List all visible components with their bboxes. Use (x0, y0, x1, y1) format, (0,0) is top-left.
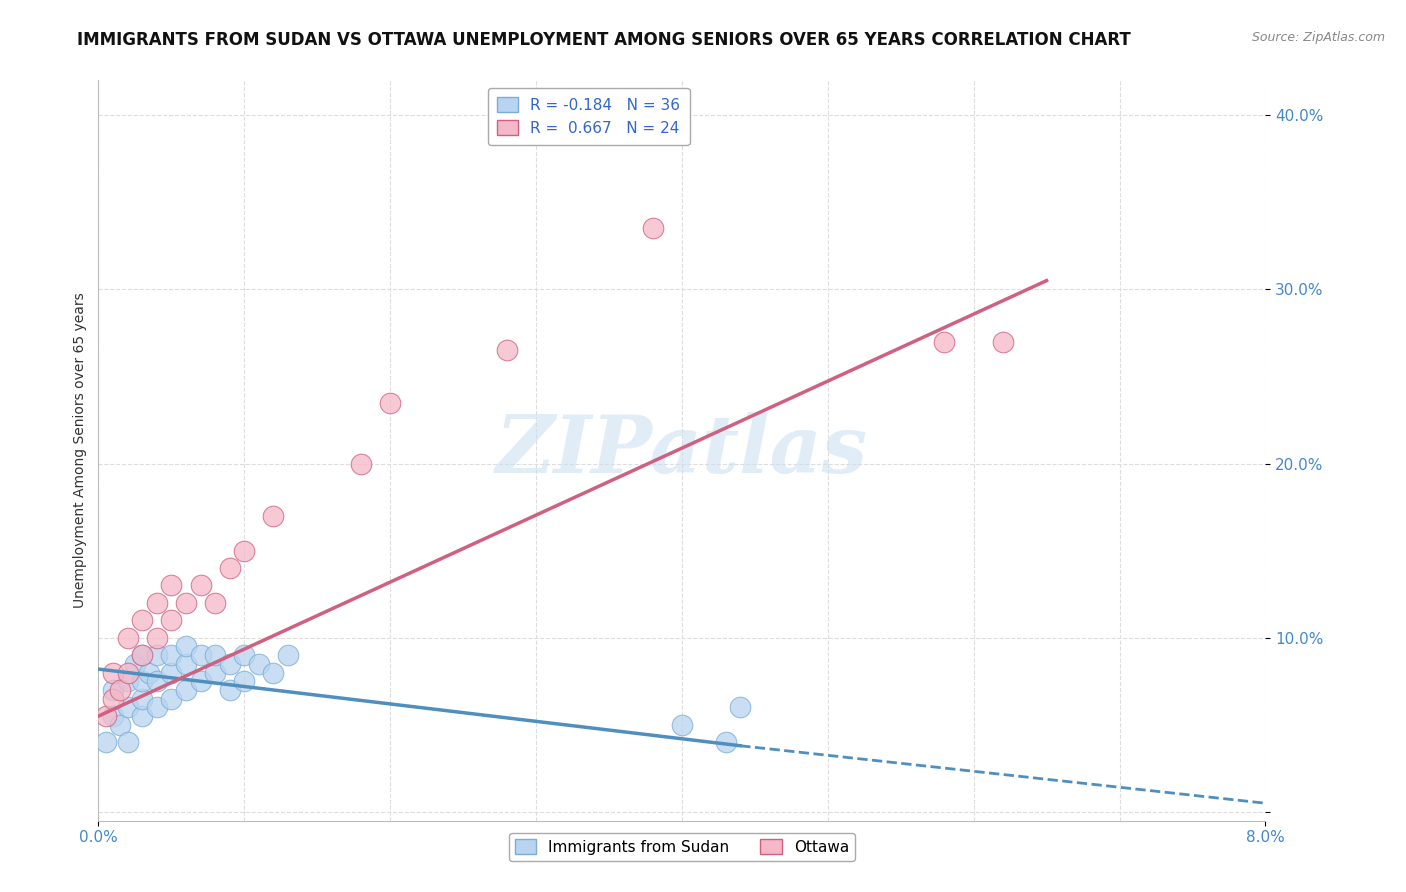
Point (730, 700, 752, 714)
Point (94, 709, 117, 723)
Point (160, 691, 183, 706)
Point (160, 648, 183, 662)
Point (131, 613, 153, 627)
Point (146, 674, 169, 689)
Point (277, 648, 299, 662)
Point (101, 683, 124, 698)
Point (233, 543, 256, 558)
Point (174, 596, 197, 610)
Y-axis label: Unemployment Among Seniors over 65 years: Unemployment Among Seniors over 65 years (73, 293, 87, 608)
Point (233, 648, 256, 662)
Point (496, 343, 519, 358)
Point (218, 683, 240, 698)
Point (233, 674, 256, 689)
Point (204, 648, 226, 662)
Point (174, 657, 197, 671)
Point (190, 578, 212, 592)
Point (117, 665, 139, 680)
Point (218, 657, 240, 671)
Point (160, 613, 183, 627)
Point (117, 631, 139, 645)
Point (101, 665, 124, 680)
Point (146, 700, 169, 714)
Point (117, 735, 139, 749)
Point (641, 221, 664, 235)
Point (991, 334, 1014, 349)
Point (174, 683, 197, 698)
Point (262, 508, 284, 523)
Point (124, 657, 146, 671)
Point (160, 665, 183, 680)
Point (110, 683, 132, 698)
Point (117, 700, 139, 714)
Point (204, 596, 226, 610)
Point (350, 457, 373, 471)
Point (131, 674, 153, 689)
Point (138, 665, 160, 680)
Point (934, 334, 956, 349)
Point (101, 709, 124, 723)
Point (247, 657, 270, 671)
Point (190, 648, 212, 662)
Point (131, 691, 153, 706)
Point (160, 578, 183, 592)
Point (131, 709, 153, 723)
Legend: Immigrants from Sudan, Ottawa: Immigrants from Sudan, Ottawa (509, 833, 855, 861)
Point (190, 674, 212, 689)
Point (94, 735, 117, 749)
Point (174, 640, 197, 654)
Text: ZIPatlas: ZIPatlas (496, 412, 868, 489)
Point (204, 665, 226, 680)
Text: Source: ZipAtlas.com: Source: ZipAtlas.com (1251, 31, 1385, 45)
Point (101, 691, 124, 706)
Point (380, 395, 402, 409)
Text: IMMIGRANTS FROM SUDAN VS OTTAWA UNEMPLOYMENT AMONG SENIORS OVER 65 YEARS CORRELA: IMMIGRANTS FROM SUDAN VS OTTAWA UNEMPLOY… (77, 31, 1130, 49)
Point (671, 718, 693, 732)
Point (146, 596, 169, 610)
Point (146, 648, 169, 662)
Point (110, 718, 132, 732)
Point (714, 735, 737, 749)
Point (131, 648, 153, 662)
Point (117, 674, 139, 689)
Point (218, 561, 240, 575)
Point (131, 648, 153, 662)
Point (262, 665, 284, 680)
Point (146, 631, 169, 645)
